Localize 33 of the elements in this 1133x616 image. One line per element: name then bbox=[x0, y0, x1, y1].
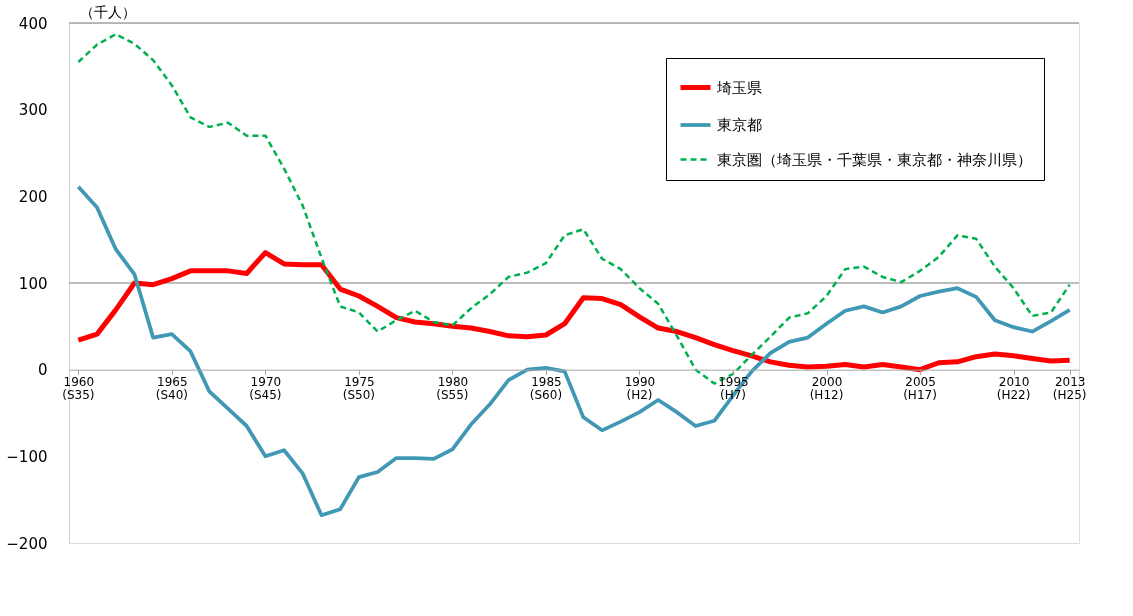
x-tick-label: 1965 bbox=[157, 375, 188, 390]
y-axis-title: （千人） bbox=[79, 3, 136, 20]
legend-label: 東京圏（埼玉県・千葉県・東京都・神奈川県） bbox=[717, 150, 1032, 169]
x-tick-label: 1980 bbox=[437, 375, 469, 390]
legend-label: 埼玉県 bbox=[716, 78, 762, 97]
annotation: (H17) bbox=[903, 387, 937, 402]
y-tick-label: 300 bbox=[18, 101, 48, 120]
x-tick-label: 1960 bbox=[63, 375, 95, 390]
x-tick-label: 1990 bbox=[624, 375, 656, 390]
annotation: (S50) bbox=[342, 387, 376, 402]
annotation: (S55) bbox=[436, 387, 469, 402]
y-tick-label: 0 bbox=[37, 361, 48, 380]
x-tick-label: 1970 bbox=[250, 375, 282, 390]
annotation: (H12) bbox=[809, 387, 844, 402]
y-tick-label: 400 bbox=[18, 14, 48, 33]
annotation: (S40) bbox=[155, 387, 188, 402]
legend-label: 東京都 bbox=[717, 116, 762, 134]
x-tick-label: 2010 bbox=[998, 375, 1030, 390]
x-tick-label: 1985 bbox=[531, 375, 562, 390]
x-tick-label: 1975 bbox=[344, 375, 375, 390]
annotation: (H22) bbox=[996, 387, 1031, 402]
y-tick-label: −100 bbox=[6, 447, 48, 466]
annotation: (H2) bbox=[626, 387, 653, 402]
y-tick-label: −200 bbox=[6, 534, 48, 553]
annotation: (S35) bbox=[62, 387, 95, 402]
y-tick-label: 100 bbox=[18, 274, 48, 293]
annotation: (S45) bbox=[249, 387, 282, 402]
x-tick-label: 2013 bbox=[1054, 375, 1086, 390]
y-tick-label: 200 bbox=[18, 187, 48, 206]
annotation: (H25) bbox=[1052, 387, 1087, 402]
x-tick-label: 2005 bbox=[905, 375, 936, 390]
x-tick-label: 2000 bbox=[811, 375, 843, 390]
annotation: (S60) bbox=[529, 387, 563, 402]
